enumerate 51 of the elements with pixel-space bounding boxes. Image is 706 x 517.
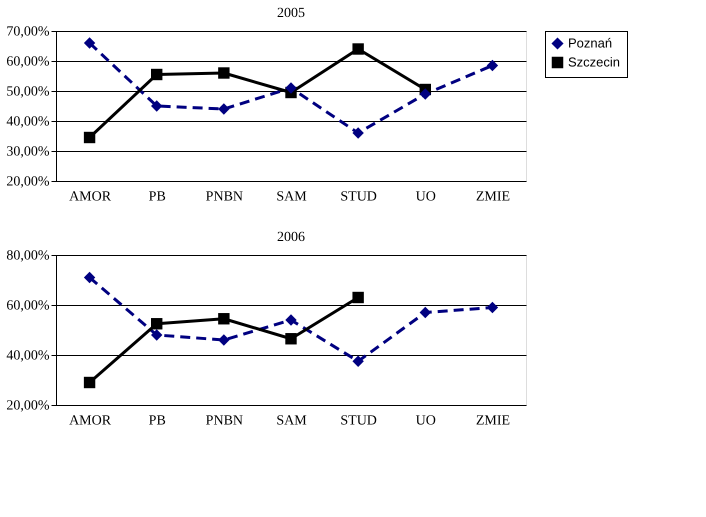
point [218,313,230,324]
y-tick-label: 40,00% [6,114,50,130]
point [84,272,96,284]
x-tick-label: SAM [276,190,308,204]
x-tick-label: PB [148,190,166,204]
y-tick-label: 80,00% [6,248,50,264]
point [352,292,364,304]
y-tick-label: 60,00% [6,54,50,70]
x-tick-label: UO [416,190,436,204]
chart-title: 2005 [277,6,305,21]
point [420,88,431,100]
x-tick-label: STUD [340,414,377,428]
point [486,302,498,314]
point [218,103,230,115]
point [151,100,162,112]
legend-label: Poznań [568,36,612,50]
point [84,376,96,388]
point [486,60,498,72]
point [352,43,364,55]
chart-title: 2006 [277,230,305,245]
y-tick-label: 50,00% [6,84,50,100]
point [285,82,297,94]
x-tick-label: PNBN [206,190,244,204]
x-tick-label: ZMIE [476,190,510,204]
point [151,329,162,341]
x-tick-label: PB [148,414,166,428]
y-tick-label: 20,00% [6,398,50,414]
point [218,67,230,79]
x-tick-label: AMOR [69,414,112,428]
x-tick-label: PNBN [206,414,244,428]
legend-label: Szczecin [568,54,620,70]
y-tick-label: 30,00% [6,144,50,160]
point [285,333,297,344]
point [352,127,364,139]
point [285,314,297,326]
point [84,132,96,144]
point [420,306,431,318]
y-tick-label: 60,00% [6,298,50,314]
point [151,318,162,330]
x-tick-label: SAM [276,414,308,428]
point [218,334,230,346]
x-tick-label: STUD [340,190,377,204]
x-tick-label: AMOR [69,190,112,204]
y-tick-label: 70,00% [6,24,50,40]
x-tick-label: UO [416,414,436,428]
point [84,37,96,49]
x-tick-label: ZMIE [476,414,510,428]
y-tick-label: 20,00% [6,174,50,190]
point [151,68,162,80]
point [352,356,364,367]
y-tick-label: 40,00% [6,348,50,364]
